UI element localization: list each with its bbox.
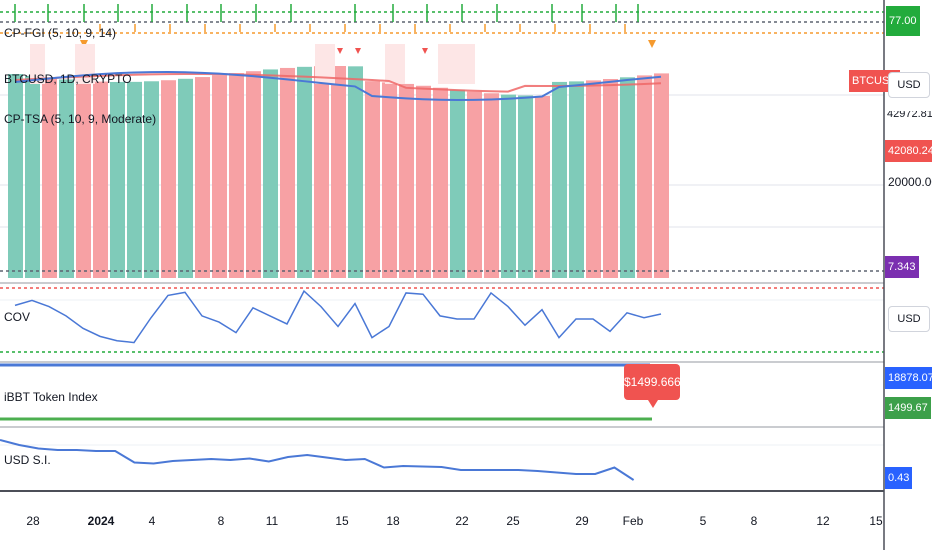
token-index-pane [0,363,652,421]
signal-highlight [315,44,335,84]
candle-bar [382,82,397,278]
ma-blue-line [14,71,662,101]
fgi-red-marker [422,48,428,54]
ma-red-line [14,73,662,93]
candle-bar [365,81,380,278]
fgi-pane [0,4,884,54]
candle-bar [586,80,601,278]
time-axis-label: 8 [750,514,758,528]
purple-value-tag: 7.343 [885,256,919,278]
main-currency-button[interactable]: USD [888,72,930,98]
usd-si-line [0,439,635,481]
tsa-indicator-label[interactable]: CP-TSA (5, 10, 9, Moderate) [4,112,157,126]
candle-bar [246,71,261,279]
fgi-red-marker [337,48,343,54]
symbol-label[interactable]: BTCUSD, 1D, CRYPTO [4,72,132,86]
signal-highlight [385,44,405,84]
candle-bar [110,81,125,279]
time-axis-label: 12 [816,514,830,528]
candle-bar [467,91,482,279]
candle-bar [195,77,210,279]
candle-bar [416,85,431,278]
candle-bar [603,78,618,278]
candle-bar [552,81,567,279]
candle-bar [314,66,329,279]
time-axis-label: 29 [575,514,589,528]
usd-si-indicator-label[interactable]: USD S.I. [4,453,51,467]
candle-bar [484,93,499,278]
main-price-pane [0,44,884,279]
time-axis-label: 5 [699,514,707,528]
candle-bar [501,94,516,278]
candle-bar [280,67,295,278]
candle-bar [348,66,363,278]
candle-bar [637,75,652,278]
price-level-20000: 20000.00 [888,175,932,189]
symbol-price-tag: BTCUSD [849,70,901,92]
candle-bar [433,87,448,279]
token-green-tag: 1499.67 [885,397,931,419]
fgi-arrow [648,40,656,48]
candle-bar [569,81,584,279]
candle-bar [518,95,533,278]
candle-bar [25,75,40,278]
candle-bar [654,73,669,278]
time-axis-label: 28 [26,514,40,528]
ibbt-indicator-label[interactable]: iBBT Token Index [4,390,98,404]
usd-si-pane [0,439,635,481]
candle-bar [620,77,635,278]
candle-bar [212,75,227,278]
candle-bar [144,81,159,278]
candle-bar [229,73,244,279]
fgi-value-tag: 77.00 [886,6,920,36]
time-axis-label: 4 [148,514,156,528]
candle-bar [161,80,176,279]
time-axis-label: 25 [506,514,520,528]
time-axis-label: 11 [265,514,279,528]
candle-bar [93,81,108,278]
time-axis-label: 15 [335,514,349,528]
candle-bar [42,77,57,278]
token-blue-tag: 18878.07 [885,367,932,389]
cov-pane [0,287,884,353]
cov-line [14,289,662,344]
time-axis-label: 18 [386,514,400,528]
signal-highlight [30,44,45,84]
pane-dividers [0,0,885,550]
time-axis-label: 22 [455,514,469,528]
signal-highlight [438,44,475,84]
time-axis-label: 8 [217,514,225,528]
token-price-bubble: $1499.6665 [624,364,687,408]
candle-bar [263,69,278,278]
time-axis-label: 15 [869,514,883,528]
fgi-indicator-label[interactable]: CP-FGI (5, 10, 9, 14) [4,26,117,40]
candle-bar [399,83,414,278]
time-axis-label: Feb [622,514,644,528]
time-axis-label: 2024 [87,514,115,528]
candle-bar [127,81,142,278]
cov-indicator-label[interactable]: COV [4,310,31,324]
cov-currency-button[interactable]: USD [888,306,930,332]
candle-bar [535,95,550,278]
usd-si-value-tag: 0.43 [885,467,913,489]
candle-bar [59,79,74,278]
candle-bar [331,66,346,278]
candle-bar [8,74,23,278]
partial-price-value: 42972.816 [887,111,932,120]
candle-bar [450,89,465,278]
fgi-red-marker [355,48,361,54]
candle-bar [76,80,91,278]
candle-bar [297,66,312,278]
last-price-tag: 42080.241 [885,140,932,162]
candle-bar [178,78,193,278]
